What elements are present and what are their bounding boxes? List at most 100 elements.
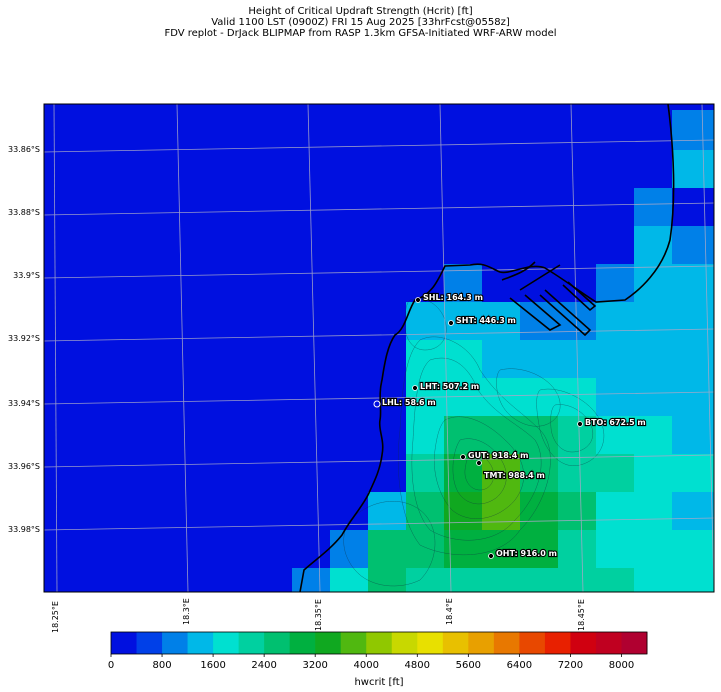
coastline [299,103,675,593]
grid-line [53,103,58,593]
field-cell [634,226,672,266]
station-lhl: LHL: 58.6 m [373,397,437,408]
lat-tick-label: 33.88°S [8,208,40,217]
lat-tick-label: 33.96°S [8,462,40,471]
station-label: LHT: 507.2 m [420,382,479,391]
colorbar-swatch [162,632,189,654]
station-label: TMT: 988.4 m [484,471,545,480]
colorbar-swatch [315,632,342,654]
colorbar-swatch [544,632,571,654]
colorbar-ticks: 0 800 1600 2400 3200 4000 4800 5600 6400 7200 8000 [108,654,634,671]
colorbar-swatch [136,632,163,654]
field-cell [520,492,558,530]
field-cell [596,492,672,530]
station-marker [448,320,454,326]
grid-line [43,391,715,405]
station-marker [476,460,482,466]
colorbar-tick-label: 4800 [405,660,430,671]
colorbar-tick-label: 800 [153,660,172,671]
field-cell [406,416,444,454]
field-cell [330,530,368,568]
lon-tick-label: 18.25°E [51,601,60,633]
contour-line [550,404,594,453]
field-cell [444,530,558,568]
colorbar-swatch [264,632,291,654]
colorbar-tick-label: 4000 [354,660,379,671]
harbour-path [501,261,597,337]
grid-line [43,328,715,342]
colorbar-swatch [213,632,240,654]
lat-tick-label: 33.86°S [8,145,40,154]
field-cell [482,454,520,492]
field-cell [596,416,672,454]
field-cell [672,226,714,264]
field-cell [596,378,714,416]
station-gut: GUT: 918.4 m [460,450,530,461]
field-cell [368,568,406,592]
field-cell [482,340,714,378]
grid-line [176,103,189,593]
station-label: LHL: 58.6 m [382,398,436,407]
station-label: OHT: 916.0 m [496,549,557,558]
field-cell [406,492,444,530]
grid-line [570,103,584,593]
station-marker [415,297,421,303]
colorbar-swatches [111,632,648,654]
lon-axis: 18.25°E 18.3°E 18.35°E 18.4°E 18.45°E [51,598,586,633]
lat-tick-label: 33.9°S [13,271,40,280]
colorbar-swatch [519,632,546,654]
field-cell [292,568,330,592]
field-cell [672,492,714,530]
chart-title: Height of Critical Updraft Strength (Hcr… [248,6,473,17]
station-sht: SHT: 446.3 m [448,315,517,326]
station-label: GUT: 918.4 m [468,451,529,460]
field-cell [558,568,634,592]
field-cell [368,530,444,568]
colorbar-swatch [417,632,444,654]
lon-tick-label: 18.45°E [577,599,586,631]
coast-path [299,103,675,593]
contour-line [434,416,524,519]
field-cell [672,110,714,150]
field-cell [596,530,714,568]
grid-line [43,517,715,531]
field-cell [520,454,558,492]
colorbar-swatch [442,632,469,654]
lat-tick-label: 33.98°S [8,525,40,534]
colorbar-tick-label: 2400 [251,660,276,671]
station-marker [488,553,494,559]
colorbar-swatch [493,632,520,654]
colorbar-tick-label: 6400 [507,660,532,671]
station-bto: BTO: 672.5 m [577,417,647,428]
colorbar-tick-label: 0 [108,660,114,671]
field-cell [406,568,558,592]
colorbar-swatch [187,632,214,654]
grid-line [43,265,715,279]
grid-line [43,139,715,153]
colorbar-swatch [468,632,495,654]
field-cell [444,454,482,492]
lat-tick-label: 33.94°S [8,399,40,408]
lat-tick-label: 33.92°S [8,334,40,343]
contour-line [496,368,561,427]
contour-line [464,454,494,491]
lon-tick-label: 18.35°E [314,599,323,631]
grid-line [43,202,715,216]
field-cell [558,454,634,492]
station-label: BTO: 672.5 m [585,418,646,427]
field-cell [634,188,672,226]
station-label: SHT: 446.3 m [456,316,516,325]
colorbar-swatch [570,632,597,654]
colorbar-swatch [340,632,367,654]
lat-axis: 33.86°S 33.88°S 33.9°S 33.92°S 33.94°S 3… [8,145,40,534]
map-plot-area: SHL: 164.3 m SHT: 446.3 m LHT: 507.2 m L… [43,103,715,593]
graticule [43,103,715,593]
lon-tick-label: 18.3°E [182,598,191,625]
colorbar-swatch [621,632,648,654]
chart-source: FDV replot - DrJack BLIPMAP from RASP 1.… [164,28,557,39]
colorbar-tick-label: 3200 [302,660,327,671]
contour-line [404,298,447,351]
contour-line [452,438,507,505]
field-cell [672,150,714,188]
station-marker [577,421,583,427]
